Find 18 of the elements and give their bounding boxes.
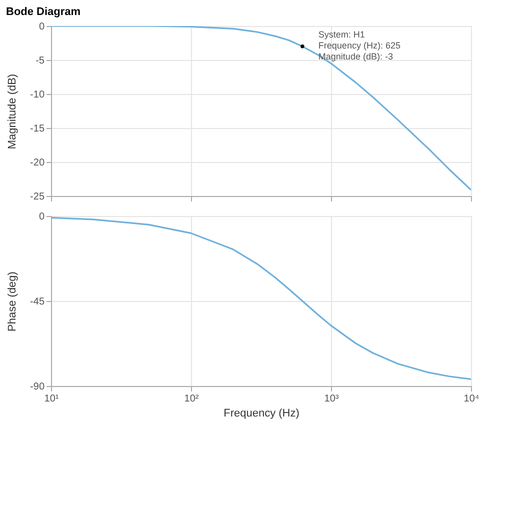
y-tick-label: -10 (30, 90, 45, 100)
y-tick-label: -20 (30, 158, 45, 168)
y-tick-label: -5 (36, 56, 45, 66)
y-tick-label: -15 (30, 124, 45, 134)
x-tick-label: 10³ (324, 394, 340, 404)
chart-title: Bode Diagram (6, 6, 81, 18)
y-tick-label: 0 (38, 22, 45, 32)
x-tick-label: 10² (184, 394, 200, 404)
y-tick-label: -90 (30, 382, 45, 392)
y-axis-title: Phase (deg) (6, 272, 18, 332)
x-tick-label: 10⁴ (464, 394, 480, 404)
y-tick-label: 0 (38, 212, 45, 222)
annotation: System: H1 Frequency (Hz): 625 Magnitude (dB): -3 (318, 29, 400, 62)
x-axis-title: Frequency (Hz) (224, 408, 300, 420)
x-tick-label: 10¹ (44, 394, 60, 404)
y-axis-title: Magnitude (dB) (6, 74, 18, 150)
y-tick-label: -45 (30, 296, 45, 308)
y-tick-label: -25 (30, 192, 45, 202)
